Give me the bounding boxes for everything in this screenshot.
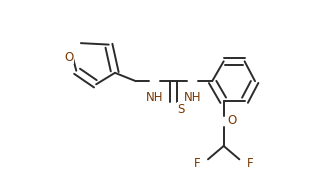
Text: O: O [227,114,237,127]
Text: S: S [177,103,185,116]
Text: NH: NH [184,91,201,104]
Text: F: F [194,157,200,170]
Text: O: O [64,51,74,64]
Text: F: F [247,157,254,170]
Text: NH: NH [146,91,163,104]
